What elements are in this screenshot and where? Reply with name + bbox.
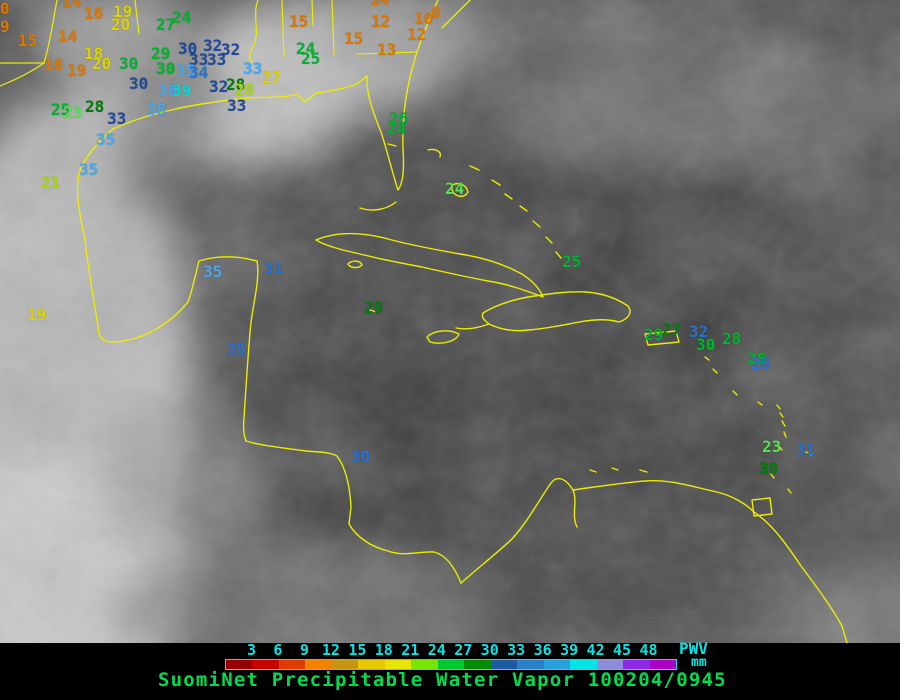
- colorbar-tick: 18: [374, 641, 393, 659]
- colorbar-segment: [384, 660, 412, 669]
- colorbar-segment: [358, 660, 385, 669]
- pwv-unit-label: PWV: [679, 639, 708, 658]
- colorbar-segment: [517, 660, 544, 669]
- satellite-map: 0 9 14 16 19 20 27 24 15 14 18 29 30 32 32 33 33 16 19 20 30…: [0, 0, 900, 643]
- colorbar-segment: [543, 660, 571, 669]
- colorbar-tick: 39: [560, 641, 579, 659]
- colorbar-tick: 24: [427, 641, 446, 659]
- colorbar-tick: 48: [639, 641, 658, 659]
- colorbar-segment: [226, 660, 253, 669]
- pwv-unit-mm: mm: [691, 655, 707, 670]
- colorbar-tick: 42: [586, 641, 605, 659]
- colorbar-tick: 6: [273, 641, 283, 659]
- colorbar-segment: [464, 660, 491, 669]
- colorbar-tick: 33: [507, 641, 526, 659]
- colorbar-segment: [331, 660, 359, 669]
- colorbar-tick: 9: [299, 641, 309, 659]
- colorbar-segment: [570, 660, 597, 669]
- pwv-legend: 3 6 9 12 15 18 21 24 27 30 33 36 39 42 45 48 PWV mm Suo…: [0, 639, 900, 700]
- colorbar-segment: [623, 660, 650, 669]
- colorbar-tick: 36: [533, 641, 552, 659]
- colorbar-tick: 30: [480, 641, 499, 659]
- colorbar-tick: 15: [348, 641, 367, 659]
- colorbar-segment: [278, 660, 306, 669]
- coastlines: [0, 0, 848, 643]
- colorbar-segment: [305, 660, 332, 669]
- colorbar-tick: 12: [321, 641, 340, 659]
- colorbar-segment: [490, 660, 518, 669]
- colorbar-segment: [649, 660, 676, 669]
- colorbar-tick: 21: [401, 641, 420, 659]
- satellite-cloud-layer: [0, 0, 900, 643]
- colorbar-segment: [596, 660, 624, 669]
- colorbar-tick: 27: [454, 641, 473, 659]
- pwv-colorbar: [225, 659, 677, 670]
- colorbar-segment: [437, 660, 465, 669]
- colorbar-segment: [252, 660, 279, 669]
- colorbar-tick: 3: [246, 641, 256, 659]
- colorbar-segment: [411, 660, 438, 669]
- colorbar-tick: 45: [613, 641, 632, 659]
- figure-title: SuomiNet Precipitable Water Vapor 100204…: [158, 669, 727, 691]
